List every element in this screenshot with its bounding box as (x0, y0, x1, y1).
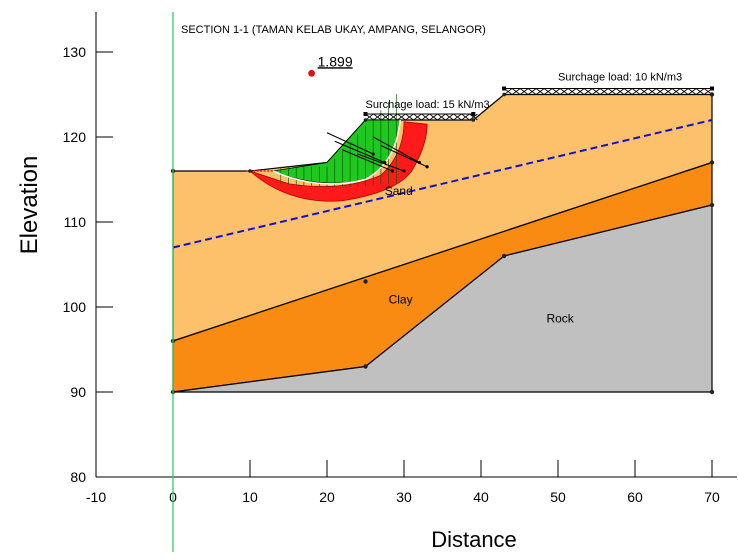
surcharge-hatch (607, 88, 617, 95)
anchor-head (425, 165, 429, 169)
piezometric-line (172, 119, 713, 249)
factor-of-safety-label: 1.899 (318, 53, 353, 69)
surcharge-hatch (655, 88, 665, 95)
layer-label-rock: Rock (546, 311, 574, 325)
x-tick-label: 60 (627, 489, 643, 505)
y-tick-label: 110 (64, 214, 87, 230)
surcharge-hatch (695, 88, 705, 95)
surcharge-end (502, 86, 507, 91)
surcharge-hatch (567, 88, 577, 95)
anchor-head (402, 169, 406, 173)
surcharge-hatch (663, 88, 673, 95)
surcharge-hatch (543, 88, 553, 95)
fos-marker (308, 69, 315, 77)
surcharge-hatch (429, 113, 438, 121)
x-tick-label: 20 (319, 489, 335, 505)
x-tick-label: 50 (550, 489, 566, 505)
surcharge-hatch (511, 88, 521, 95)
x-tick-label: 10 (242, 489, 258, 505)
surcharge-hatch (437, 113, 446, 121)
axes (95, 12, 737, 478)
surcharge-hatch (599, 88, 609, 95)
surcharge-hatch (687, 88, 697, 95)
surcharge-hatch (583, 88, 593, 95)
x-ticks: -10010203040506070 (86, 460, 720, 505)
y-tick-label: 100 (63, 299, 87, 315)
surcharge-hatch (397, 113, 406, 121)
layer-vertex-point (709, 202, 715, 208)
x-tick-label: 40 (473, 489, 489, 505)
surcharge-hatch (623, 88, 633, 95)
surcharge-hatch (389, 113, 398, 121)
slip-arc (272, 119, 401, 185)
anchor-head (390, 169, 395, 173)
surcharge-hatch (615, 88, 625, 95)
anchor-line (334, 140, 385, 163)
surcharge-hatch (527, 88, 537, 95)
layer-vertex-point (363, 279, 368, 284)
surcharge-end (471, 112, 476, 116)
layer-vertex-point (709, 92, 715, 97)
layer-points (170, 92, 715, 395)
surcharge-hatch (445, 113, 454, 121)
surcharge-hatch (373, 113, 382, 121)
anchor-head (371, 152, 375, 156)
surcharge-hatch (639, 88, 649, 95)
x-axis-label: Distance (431, 527, 517, 552)
x-tick-label: 70 (704, 489, 720, 505)
y-axis-label: Elevation (16, 156, 43, 255)
surcharge-end (363, 112, 368, 116)
y-tick-label: 80 (70, 469, 86, 485)
section-title: SECTION 1-1 (TAMAN KELAB UKAY, AMPANG, S… (181, 24, 486, 36)
layer-rock (172, 204, 713, 393)
surface-point (363, 118, 368, 122)
surcharge-hatch (551, 88, 561, 95)
surcharge-hatch (461, 113, 470, 121)
surcharge-loads (363, 86, 714, 121)
surcharge-hatch (591, 88, 601, 95)
layer-vertex-point (709, 389, 715, 395)
anchor-line (372, 136, 420, 163)
y-ticks: 80 90 100 110 120 130 (63, 44, 113, 485)
surcharge-hatch (469, 113, 478, 121)
surcharge-hatch (453, 113, 462, 121)
x-tick-label: -10 (86, 489, 106, 505)
anchor-line (357, 153, 405, 172)
anchor-line (380, 145, 428, 168)
surcharge-hatch (559, 88, 569, 95)
surcharge-hatch (519, 88, 529, 95)
surcharge-label-2: Surchage load: 10 kN/m3 (558, 72, 682, 84)
surcharge-hatch (535, 88, 545, 95)
y-tick-label: 120 (63, 129, 87, 145)
surface-point (248, 169, 252, 173)
anchor-line (326, 132, 374, 155)
surcharge-hatch (413, 113, 422, 121)
soil-layers (172, 93, 713, 393)
surcharge-hatch (631, 88, 641, 95)
surface-point (471, 118, 476, 122)
surcharge-label-1: Surchage load: 15 kN/m3 (366, 99, 490, 111)
critical-slip-band (249, 121, 428, 202)
anchor-line (342, 149, 393, 172)
y-tick-label: 90 (70, 384, 86, 400)
surcharge-hatch (381, 113, 390, 121)
surcharge-hatch (679, 88, 689, 95)
layer-label-clay: Clay (389, 293, 413, 307)
layer-vertex-point (709, 160, 715, 165)
x-tick-label: 30 (396, 489, 412, 505)
y-tick-label: 130 (63, 44, 87, 60)
surcharge-hatch (421, 113, 430, 121)
surcharge-hatch (671, 88, 681, 95)
layer-vertex-point (501, 253, 507, 259)
layer-label-sand: Sand (385, 184, 413, 198)
surface-point (502, 92, 506, 97)
layer-vertex-point (363, 364, 368, 369)
surcharge-hatch (647, 88, 657, 95)
surcharge-end (710, 86, 714, 91)
surcharge-hatch (575, 88, 585, 95)
surcharge-hatch (405, 113, 414, 121)
